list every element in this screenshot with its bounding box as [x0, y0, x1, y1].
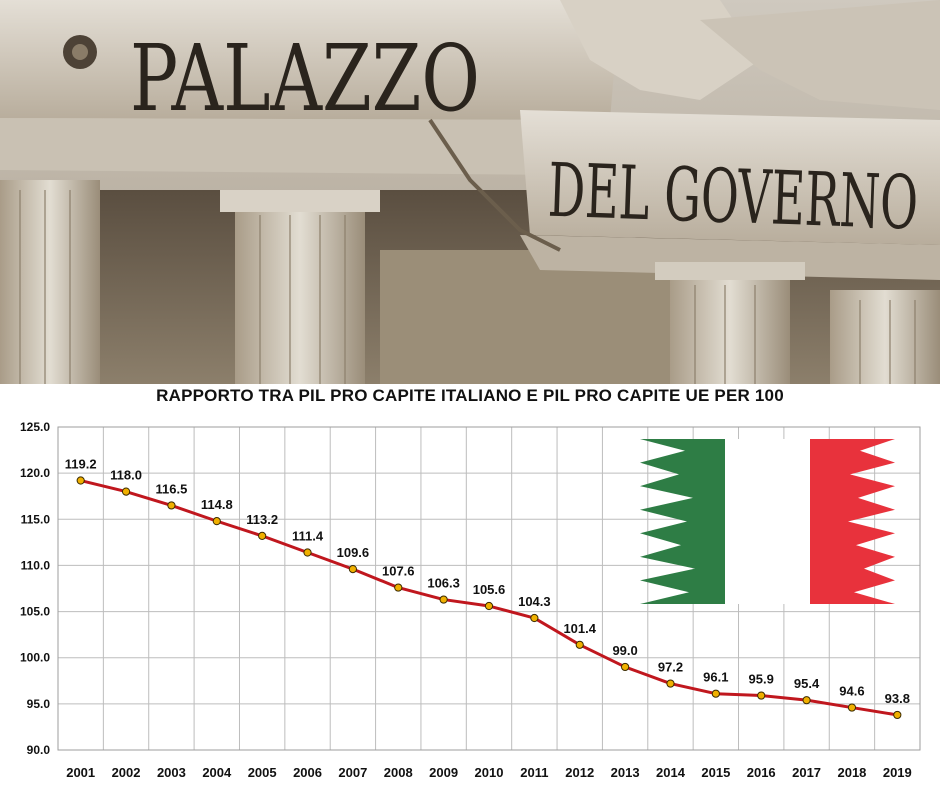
data-point: [530, 613, 539, 623]
flag-green-band: [640, 439, 725, 604]
data-point: [439, 595, 448, 604]
y-tick-label: 100.0: [20, 651, 50, 665]
x-tick-label: 2003: [157, 765, 186, 780]
data-point: [167, 501, 176, 510]
data-label: 111.4: [292, 529, 324, 544]
data-label: 105.6: [473, 582, 506, 597]
y-tick-label: 105.0: [20, 605, 50, 619]
x-tick-label: 2018: [837, 765, 866, 780]
data-point: [258, 531, 267, 540]
flag-red-band: [810, 439, 895, 604]
x-tick-label: 2010: [475, 765, 504, 780]
x-tick-label: 2005: [248, 765, 277, 780]
x-tick-label: 2012: [565, 765, 594, 780]
x-tick-label: 2009: [429, 765, 458, 780]
chart-panel: 90.0 95.0 100.0 105.0 110.0 115.0 120.0 125.0 20…: [0, 384, 940, 788]
data-label: 116.5: [156, 481, 188, 496]
palazzo-photo: PALAZZO DEL GOVERNO: [0, 0, 940, 384]
data-label: 104.3: [518, 594, 551, 609]
data-label: 99.0: [612, 643, 637, 658]
x-tick-label: 2011: [520, 765, 548, 780]
data-point: [847, 703, 857, 712]
x-tick-label: 2008: [384, 765, 413, 780]
data-label: 93.8: [885, 691, 910, 706]
data-label: 96.1: [703, 670, 728, 685]
x-tick-label: 2002: [112, 765, 141, 780]
data-point: [303, 548, 312, 557]
x-tick-label: 2019: [883, 765, 912, 780]
x-tick-label: 2016: [747, 765, 776, 780]
inscription-palazzo: PALAZZO: [130, 25, 480, 132]
data-point: [121, 487, 131, 496]
x-tick-label: 2017: [792, 765, 821, 780]
x-tick-label: 2015: [701, 765, 730, 780]
y-tick-label: 90.0: [27, 743, 51, 757]
x-tick-label: 2004: [202, 765, 232, 780]
y-tick-label: 95.0: [27, 697, 51, 711]
data-label: 114.8: [201, 497, 233, 512]
chart-title: RAPPORTO TRA PIL PRO CAPITE ITALIANO E P…: [156, 386, 784, 405]
flag-white-band: [725, 439, 810, 604]
data-label: 97.2: [658, 660, 683, 675]
data-point: [76, 476, 85, 485]
x-tick-label: 2014: [656, 765, 686, 780]
data-point: [893, 710, 902, 720]
inscription-del-governo: DEL GOVERNO: [547, 148, 920, 247]
data-label: 109.6: [337, 545, 370, 560]
data-point: [212, 517, 221, 526]
y-tick-label: 110.0: [21, 558, 51, 572]
data-label: 95.4: [794, 676, 820, 691]
data-point: [348, 565, 357, 574]
data-label: 106.3: [427, 576, 460, 591]
data-label: 107.6: [382, 564, 415, 579]
data-label: 94.6: [839, 684, 864, 699]
chart-axes: 90.0 95.0 100.0 105.0 110.0 115.0 120.0 125.0 20…: [20, 420, 921, 780]
data-point: [666, 679, 675, 688]
plot-frame: [57, 426, 921, 751]
chart-series: 119.2 118.0 116.5 114.8 113.2 111.4 109.6 107.6…: [65, 457, 910, 720]
line-chart: 90.0 95.0 100.0 105.0 110.0 115.0 120.0 125.0 20…: [20, 420, 921, 780]
italian-flag-icon: [640, 439, 895, 604]
x-tick-label: 2007: [338, 765, 367, 780]
data-point: [757, 691, 766, 700]
x-tick-label: 2001: [66, 765, 95, 780]
y-tick-label: 125.0: [20, 420, 50, 434]
data-point: [621, 662, 630, 672]
data-point: [394, 583, 403, 592]
x-tick-label: 2013: [611, 765, 640, 780]
x-tick-label: 2006: [293, 765, 322, 780]
data-point: [484, 601, 494, 611]
data-point: [711, 689, 720, 698]
data-label: 101.4: [563, 621, 596, 636]
data-point: [575, 640, 584, 649]
data-label: 113.2: [246, 512, 278, 527]
header-photo: PALAZZO DEL GOVERNO: [0, 0, 940, 384]
data-point: [802, 696, 811, 705]
y-tick-label: 115.0: [21, 512, 51, 526]
data-label: 118.0: [110, 468, 142, 483]
data-label: 95.9: [749, 672, 774, 687]
y-tick-label: 120.0: [20, 466, 50, 480]
data-label: 119.2: [65, 457, 97, 472]
